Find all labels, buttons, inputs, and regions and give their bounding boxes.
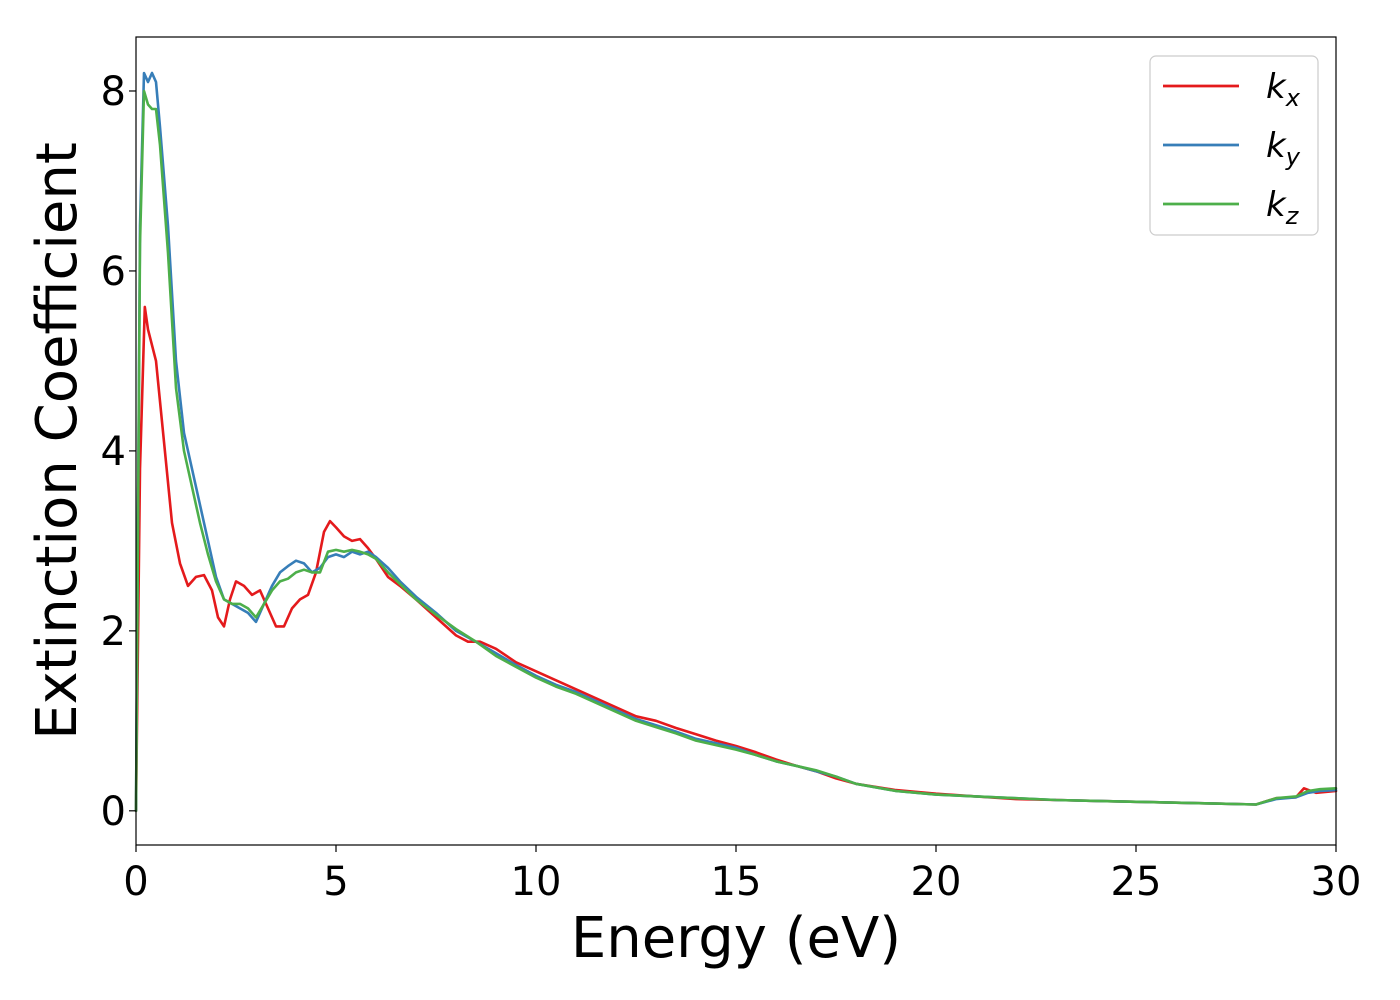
y-tick-label: 6 xyxy=(101,249,126,295)
series-line-k-z xyxy=(134,89,1338,813)
x-tick-label: 0 xyxy=(123,859,148,905)
x-axis-title: Energy (eV) xyxy=(571,906,901,971)
legend-label-k-y: ky xyxy=(1266,126,1301,171)
x-tick-label: 15 xyxy=(711,859,762,905)
x-tick-label: 25 xyxy=(1111,859,1162,905)
legend: kx ky kz xyxy=(1149,55,1319,236)
y-axis-title: Extinction Coefficient xyxy=(25,142,90,740)
x-tick-label: 30 xyxy=(1311,859,1362,905)
y-tick-label: 0 xyxy=(101,789,126,835)
legend-label-k-z: kz xyxy=(1266,185,1300,230)
y-tick-label: 2 xyxy=(101,609,126,655)
legend-label-k-x: kx xyxy=(1266,67,1301,112)
y-tick-label: 4 xyxy=(101,429,126,475)
series-lines xyxy=(134,71,1338,813)
x-axis-ticks: 0 5 10 15 20 25 30 xyxy=(123,845,1361,905)
x-tick-label: 10 xyxy=(511,859,562,905)
y-tick-label: 8 xyxy=(101,69,126,115)
x-tick-label: 5 xyxy=(323,859,348,905)
x-tick-label: 20 xyxy=(911,859,962,905)
y-axis-ticks: 0 2 4 6 8 xyxy=(101,69,136,835)
